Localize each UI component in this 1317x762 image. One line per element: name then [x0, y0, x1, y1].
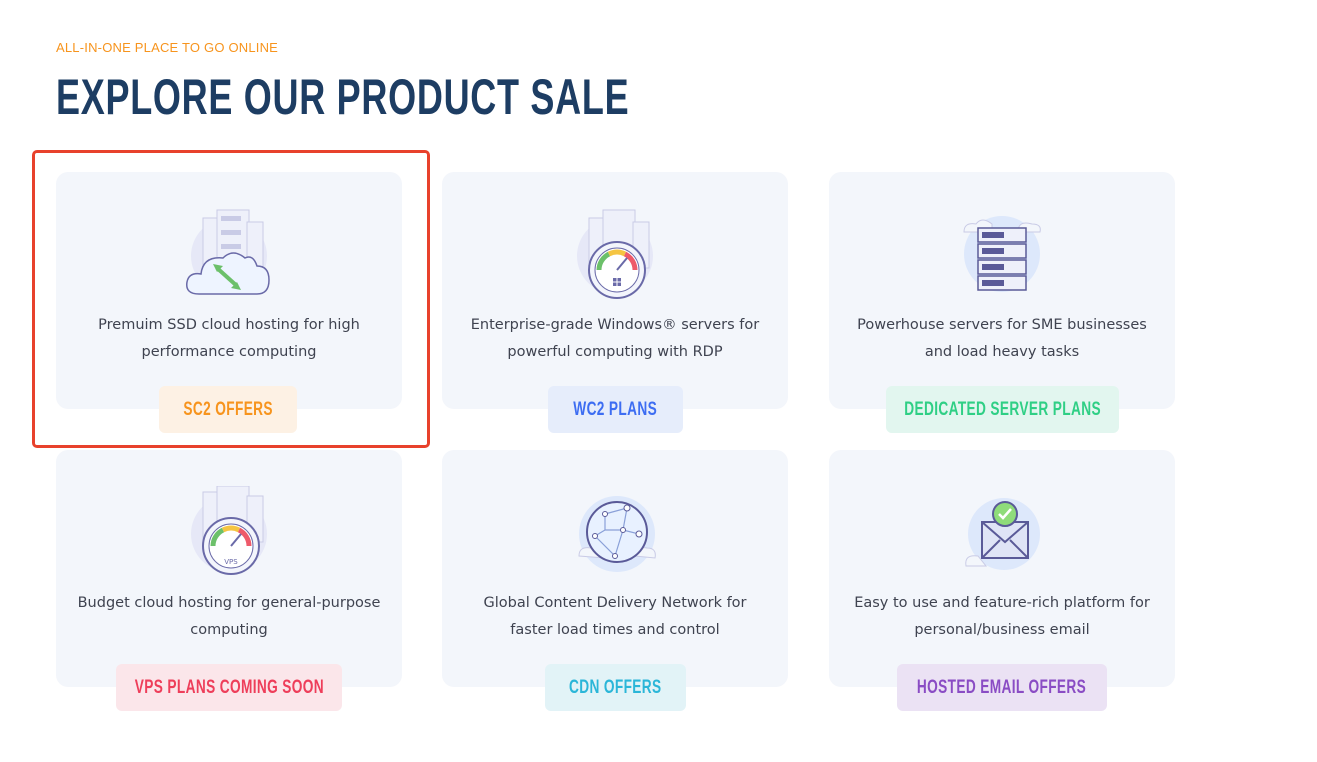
product-description: Global Content Delivery Network for fast…	[483, 595, 747, 638]
button-label: HOSTED EMAIL OFFERS	[917, 676, 1087, 698]
windows-speedometer-icon	[577, 209, 653, 299]
svg-text:VPS: VPS	[224, 558, 238, 566]
button-label: SC2 OFFERS	[183, 398, 273, 420]
wc2-plans-button[interactable]: WC2 PLANS	[548, 386, 683, 433]
product-card-cdn: Global Content Delivery Network for fast…	[442, 450, 788, 687]
product-card-email: Easy to use and feature-rich platform fo…	[829, 450, 1175, 687]
button-label: VPS PLANS COMING SOON	[134, 676, 324, 698]
dedicated-server-plans-button[interactable]: DEDICATED SERVER PLANS	[886, 386, 1119, 433]
vps-speedometer-icon: VPS	[191, 486, 267, 575]
vps-plans-button[interactable]: VPS PLANS COMING SOON	[116, 664, 342, 711]
sc2-offers-button[interactable]: SC2 OFFERS	[159, 386, 297, 433]
product-description: Budget cloud hosting for general-purpose…	[77, 595, 381, 638]
product-card-wc2: Enterprise-grade Windows® servers for po…	[442, 172, 788, 409]
product-card-sc2: Premuim SSD cloud hosting for high perfo…	[56, 172, 402, 409]
cloud-server-icon	[186, 209, 270, 295]
cdn-offers-button[interactable]: CDN OFFERS	[545, 664, 686, 711]
page-title: EXPLORE OUR PRODUCT SALE	[56, 69, 630, 125]
button-label: CDN OFFERS	[569, 676, 662, 698]
product-card-dedicated: Powerhouse servers for SME businesses an…	[829, 172, 1175, 409]
server-rack-icon	[963, 216, 1041, 292]
button-label: DEDICATED SERVER PLANS	[904, 398, 1101, 420]
product-description: Premuim SSD cloud hosting for high perfo…	[98, 317, 360, 360]
product-card-vps: VPS Budget cloud hosting for general-pur…	[56, 450, 402, 687]
product-description: Powerhouse servers for SME businesses an…	[857, 317, 1147, 360]
product-description: Easy to use and feature-rich platform fo…	[854, 595, 1150, 638]
button-label: WC2 PLANS	[573, 398, 658, 420]
email-check-icon	[965, 498, 1040, 570]
hosted-email-offers-button[interactable]: HOSTED EMAIL OFFERS	[897, 664, 1107, 711]
eyebrow-text: ALL-IN-ONE PLACE TO GO ONLINE	[56, 40, 279, 55]
product-description: Enterprise-grade Windows® servers for po…	[470, 317, 760, 360]
globe-network-icon	[578, 496, 656, 572]
